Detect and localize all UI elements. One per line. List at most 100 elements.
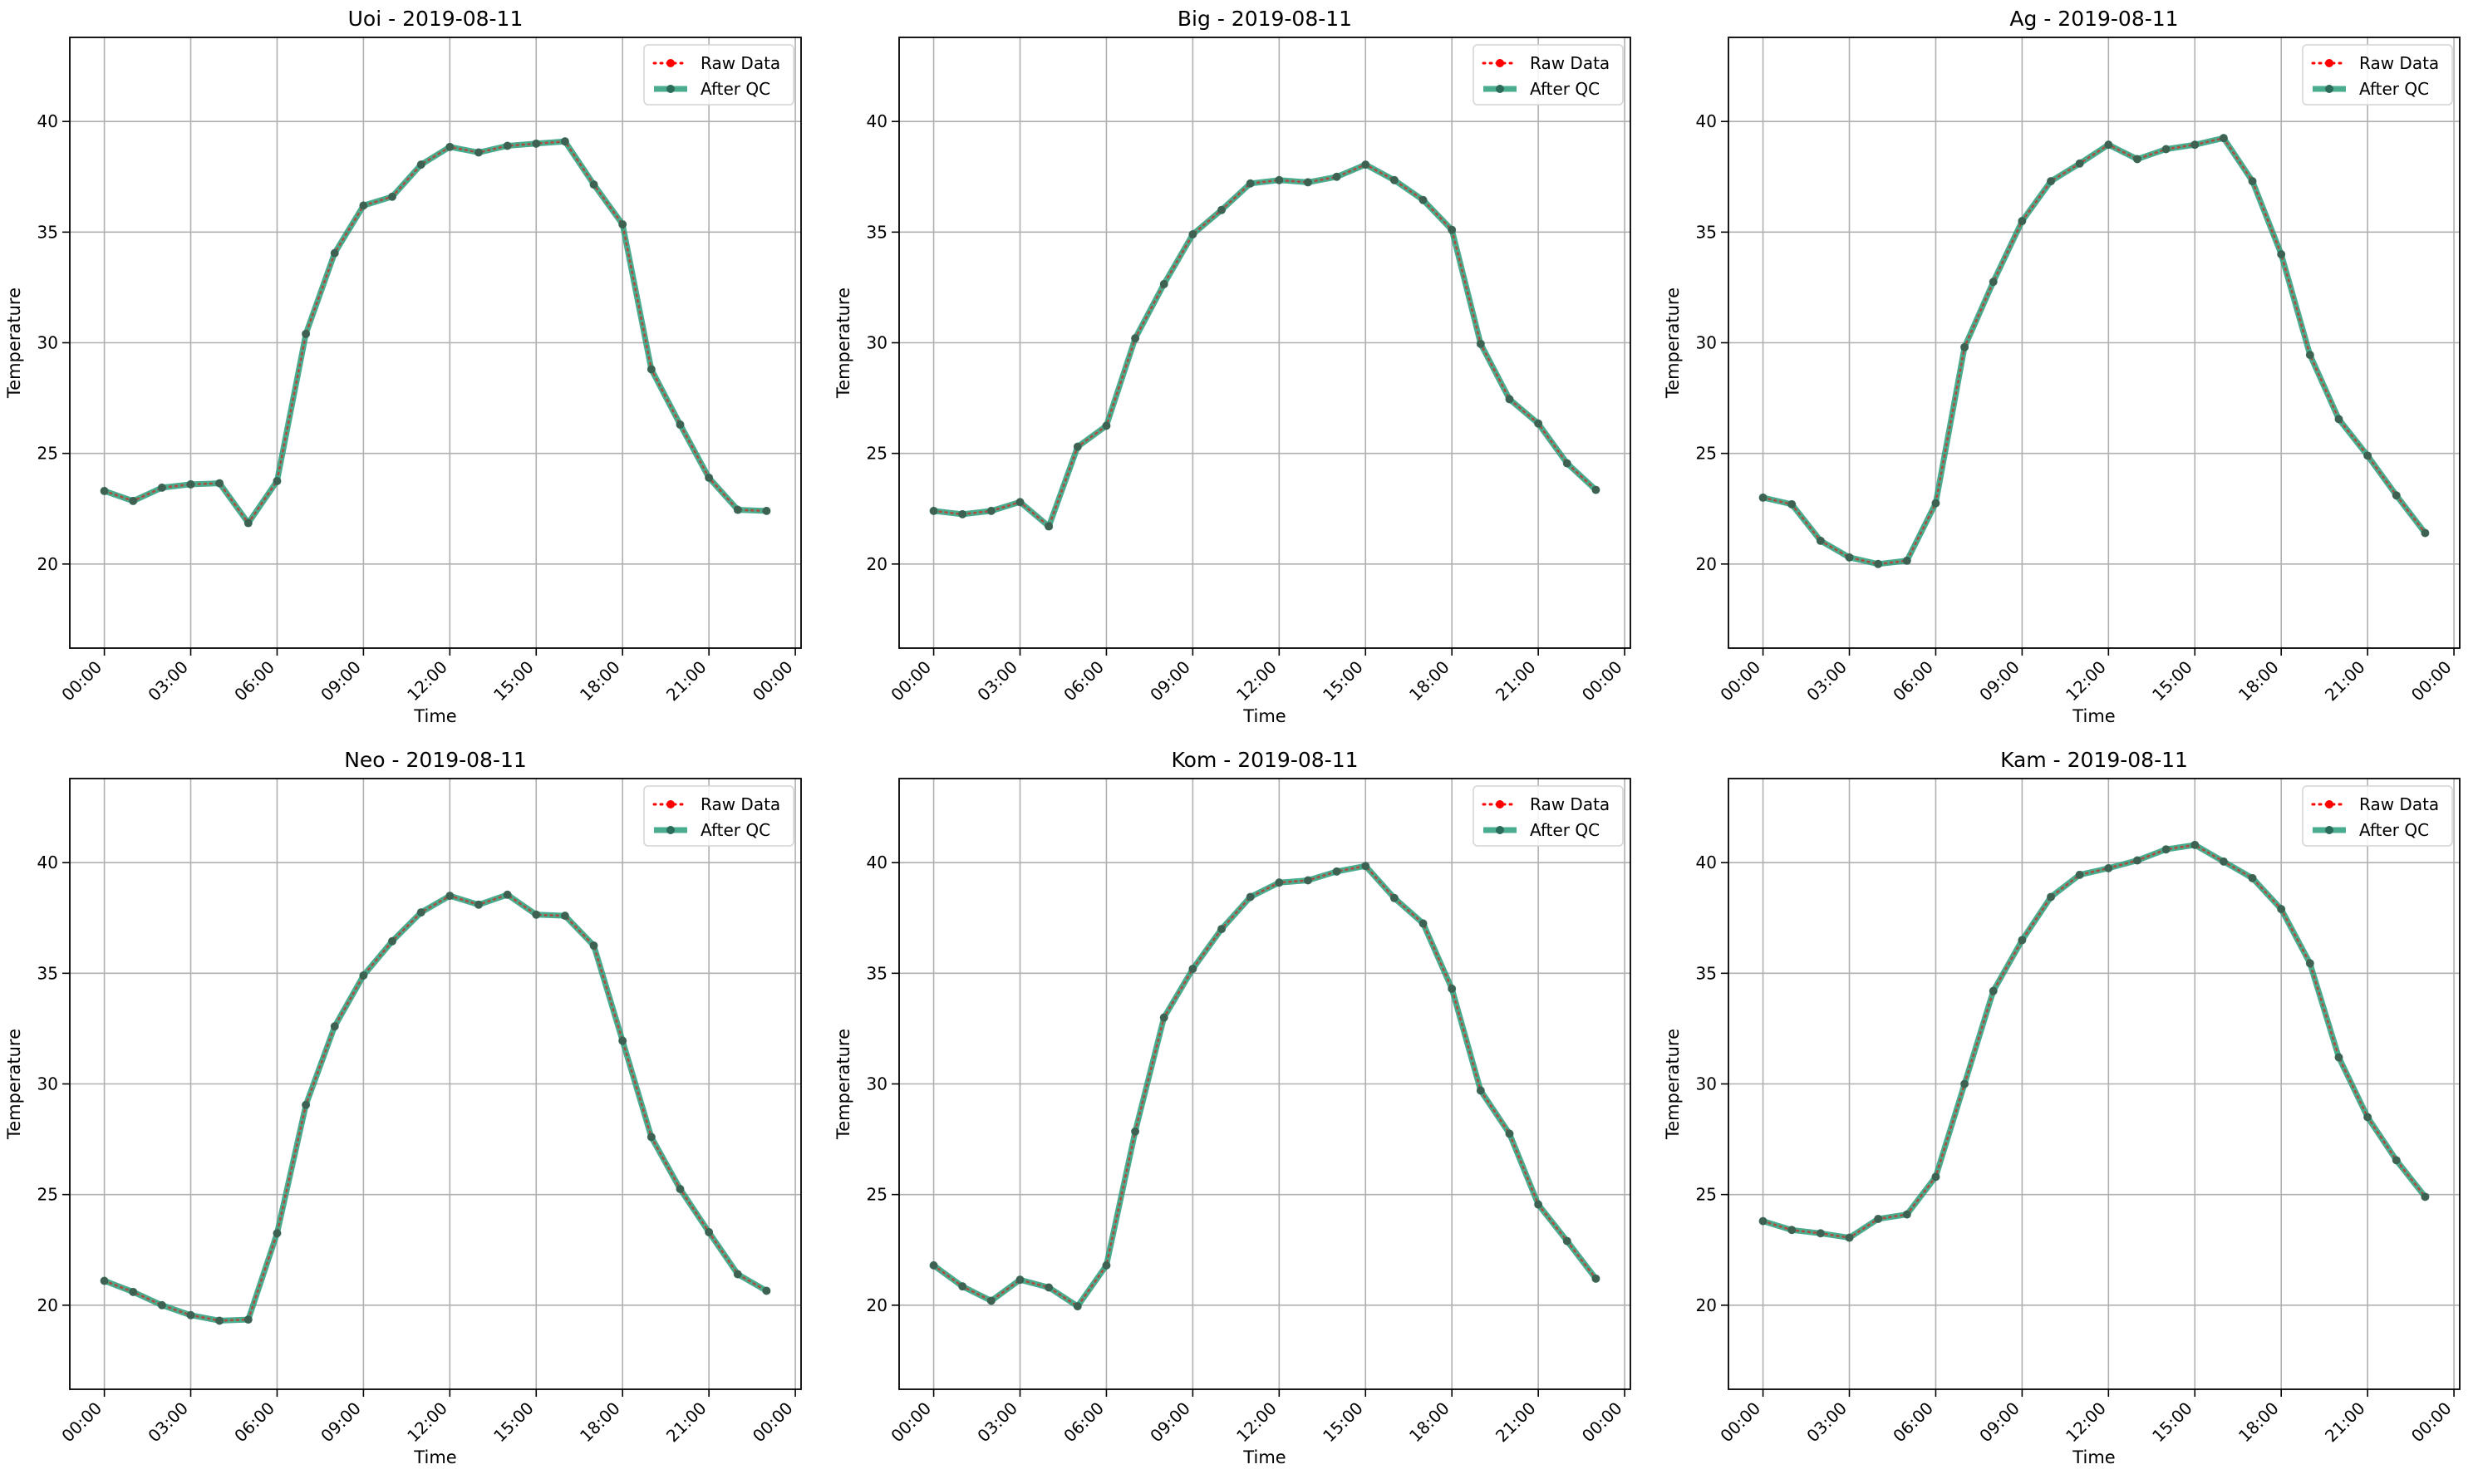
x-tick-label: 21:00 bbox=[1492, 1398, 1540, 1447]
after-qc-point bbox=[929, 1260, 938, 1270]
y-tick-label: 20 bbox=[867, 554, 887, 574]
x-tick-label: 03:00 bbox=[144, 1398, 192, 1447]
after-qc-point bbox=[129, 1287, 138, 1296]
after-qc-point bbox=[762, 1286, 771, 1295]
after-qc-point bbox=[1591, 1274, 1600, 1283]
legend: Raw Data After QC bbox=[643, 785, 794, 847]
after-qc-point bbox=[1758, 1216, 1768, 1226]
y-tick-label: 30 bbox=[37, 333, 58, 353]
x-tick-label: 03:00 bbox=[144, 657, 192, 705]
legend-raw-label: Raw Data bbox=[2359, 794, 2439, 814]
after-qc-point bbox=[359, 971, 368, 980]
after-qc-point bbox=[929, 506, 938, 515]
y-tick-label: 35 bbox=[867, 963, 887, 983]
after-qc-point bbox=[474, 900, 483, 909]
subplot-1: Big - 2019-08-11 00:00 03:00 06:00 09:00 12:0… bbox=[833, 7, 1631, 726]
after-qc-point bbox=[302, 329, 311, 338]
x-axis-label: Time bbox=[413, 1447, 456, 1467]
y-tick-label: 20 bbox=[1696, 554, 1717, 574]
after-qc-point bbox=[2132, 155, 2141, 164]
x-tick-label: 03:00 bbox=[1802, 657, 1851, 705]
x-tick-label: 15:00 bbox=[489, 1398, 538, 1447]
raw-data-line bbox=[932, 864, 1597, 1308]
after-qc-point bbox=[243, 1315, 253, 1324]
after-qc-point bbox=[1275, 175, 1284, 184]
after-qc-point bbox=[1505, 395, 1514, 404]
x-tick-label: 15:00 bbox=[2148, 657, 2196, 705]
legend-qc-marker bbox=[1496, 826, 1504, 834]
after-qc-point bbox=[445, 892, 455, 901]
after-qc-point bbox=[1332, 867, 1341, 876]
x-tick-label: 06:00 bbox=[1060, 657, 1108, 705]
after-qc-point bbox=[1045, 522, 1054, 531]
x-tick-label: 21:00 bbox=[2321, 657, 2369, 705]
legend: Raw Data After QC bbox=[2302, 785, 2453, 847]
after-qc-point bbox=[1275, 878, 1284, 887]
after-qc-point bbox=[1845, 1233, 1854, 1242]
x-tick-label: 09:00 bbox=[1146, 1398, 1194, 1447]
after-qc-point bbox=[1448, 984, 1457, 993]
after-qc-point bbox=[733, 1270, 742, 1279]
legend-raw-marker bbox=[666, 800, 675, 808]
y-tick-label: 20 bbox=[37, 1295, 58, 1315]
after-qc-point bbox=[1960, 1079, 1969, 1088]
x-tick-label: 06:00 bbox=[1060, 1398, 1108, 1447]
y-tick-label: 35 bbox=[1696, 222, 1717, 242]
after-qc-point bbox=[1015, 498, 1025, 507]
after-qc-point bbox=[1131, 1127, 1140, 1136]
after-qc-point bbox=[2392, 1156, 2401, 1165]
after-qc-line bbox=[101, 138, 769, 526]
x-tick-label: 09:00 bbox=[1975, 657, 2023, 705]
after-qc-point bbox=[416, 908, 425, 917]
after-qc-point bbox=[958, 1282, 967, 1291]
after-qc-point bbox=[273, 1229, 282, 1238]
y-tick-label: 40 bbox=[37, 853, 58, 872]
x-tick-label: 12:00 bbox=[403, 1398, 451, 1447]
after-qc-point bbox=[1389, 175, 1399, 184]
legend-raw-label: Raw Data bbox=[701, 794, 780, 814]
legend-qc-marker bbox=[666, 826, 675, 834]
x-tick-label: 00:00 bbox=[749, 657, 797, 705]
y-axis-label: Temperature bbox=[4, 1029, 24, 1140]
after-qc-point bbox=[100, 1276, 109, 1285]
after-qc-point bbox=[1787, 1226, 1797, 1235]
after-qc-point bbox=[532, 139, 541, 148]
after-qc-point bbox=[2334, 415, 2343, 424]
y-axis-label: Temperature bbox=[4, 287, 24, 399]
after-qc-point bbox=[1389, 893, 1399, 902]
after-qc-line bbox=[1760, 135, 2428, 568]
y-tick-label: 30 bbox=[1696, 1074, 1717, 1094]
after-qc-point bbox=[129, 496, 138, 505]
legend-raw-label: Raw Data bbox=[701, 53, 780, 73]
after-qc-point bbox=[1217, 205, 1227, 214]
after-qc-point bbox=[647, 365, 656, 374]
legend: Raw Data After QC bbox=[2302, 44, 2453, 106]
y-tick-label: 25 bbox=[1696, 444, 1717, 464]
legend-qc-marker bbox=[2325, 826, 2333, 834]
after-qc-point bbox=[1102, 421, 1111, 430]
after-qc-point bbox=[157, 1300, 166, 1310]
after-qc-point bbox=[986, 506, 996, 515]
after-qc-point bbox=[2075, 159, 2084, 168]
legend-raw-marker bbox=[1496, 800, 1504, 808]
x-tick-label: 21:00 bbox=[1492, 657, 1540, 705]
legend-qc-label: After QC bbox=[1530, 79, 1600, 99]
after-qc-point bbox=[676, 420, 685, 430]
x-tick-label: 18:00 bbox=[1405, 1398, 1453, 1447]
subplot-3: Neo - 2019-08-11 00:00 03:00 06:00 09:00 12:0… bbox=[4, 748, 802, 1467]
after-qc-point bbox=[705, 473, 714, 482]
after-qc-point bbox=[2248, 177, 2257, 186]
x-tick-label: 06:00 bbox=[1889, 1398, 1937, 1447]
after-qc-point bbox=[1361, 862, 1370, 871]
x-tick-label: 06:00 bbox=[230, 657, 278, 705]
legend-raw-label: Raw Data bbox=[2359, 53, 2439, 73]
legend-qc-label: After QC bbox=[2359, 79, 2429, 99]
after-qc-point bbox=[1902, 556, 1911, 565]
after-qc-point bbox=[762, 506, 771, 515]
legend-raw-marker bbox=[2325, 59, 2333, 67]
plot-frame bbox=[898, 37, 1631, 649]
after-qc-point bbox=[560, 137, 569, 146]
y-tick-label: 40 bbox=[1696, 853, 1717, 872]
y-tick-label: 40 bbox=[1696, 111, 1717, 131]
x-tick-label: 12:00 bbox=[1232, 1398, 1281, 1447]
